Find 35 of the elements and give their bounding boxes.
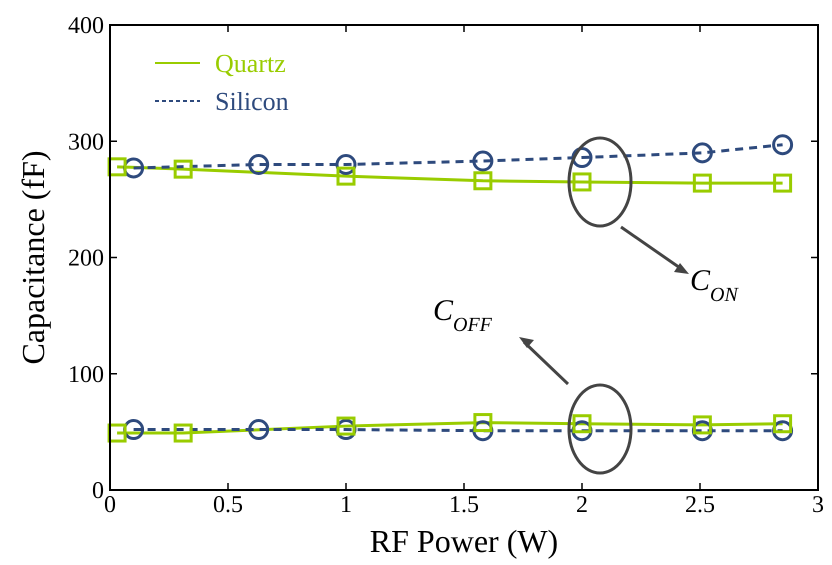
point — [692, 174, 712, 193]
x-tick-label: 3 — [812, 492, 824, 518]
x-axis-title: RF Power (W) — [370, 523, 558, 559]
point — [248, 154, 270, 175]
y-tick-label: 200 — [68, 246, 104, 272]
point — [174, 160, 193, 179]
point — [108, 157, 127, 176]
y-tick-label: 400 — [68, 13, 104, 39]
point — [572, 414, 592, 434]
point — [248, 419, 270, 440]
y-axis-title: Capacitance (fF) — [15, 150, 51, 365]
legend-label: Silicon — [215, 87, 289, 116]
point — [692, 142, 713, 164]
x-tick-label: 2 — [576, 492, 588, 518]
x-tick-label: 1.5 — [449, 492, 479, 518]
point — [473, 171, 492, 190]
point — [772, 134, 794, 156]
y-tick-label: 100 — [68, 362, 104, 388]
point — [174, 424, 193, 443]
legend-label: Quartz — [215, 49, 286, 78]
annotation: C$_{OFF}$ — [433, 294, 493, 336]
x-tick-label: 1 — [340, 492, 352, 518]
point — [773, 174, 792, 193]
annotation: C$_{ON}$ — [690, 264, 740, 306]
point — [108, 424, 127, 443]
y-tick-label: 300 — [68, 129, 104, 156]
point — [472, 150, 494, 172]
point — [572, 172, 592, 192]
x-tick-label: 2.5 — [685, 492, 715, 518]
point — [692, 415, 712, 434]
point — [773, 414, 792, 434]
x-tick-label: 0.5 — [213, 492, 243, 518]
point — [336, 416, 356, 436]
point — [336, 166, 356, 186]
point — [473, 413, 492, 432]
